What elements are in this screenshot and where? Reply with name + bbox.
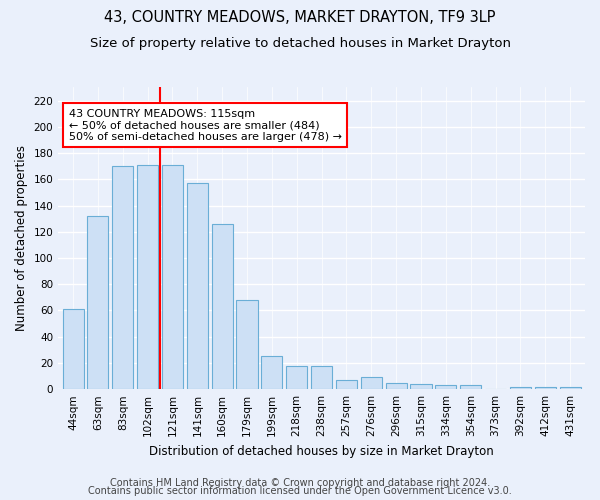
Bar <box>187 184 208 389</box>
Bar <box>286 366 307 389</box>
Bar <box>386 382 407 389</box>
Text: Size of property relative to detached houses in Market Drayton: Size of property relative to detached ho… <box>89 38 511 51</box>
Bar <box>137 165 158 389</box>
Bar <box>410 384 431 389</box>
Bar <box>460 385 481 389</box>
Bar <box>311 366 332 389</box>
X-axis label: Distribution of detached houses by size in Market Drayton: Distribution of detached houses by size … <box>149 444 494 458</box>
Bar <box>162 165 183 389</box>
Text: Contains HM Land Registry data © Crown copyright and database right 2024.: Contains HM Land Registry data © Crown c… <box>110 478 490 488</box>
Bar <box>560 386 581 389</box>
Bar <box>88 216 109 389</box>
Bar <box>336 380 357 389</box>
Bar <box>361 378 382 389</box>
Bar <box>212 224 233 389</box>
Bar <box>535 386 556 389</box>
Bar <box>236 300 257 389</box>
Text: 43 COUNTRY MEADOWS: 115sqm
← 50% of detached houses are smaller (484)
50% of sem: 43 COUNTRY MEADOWS: 115sqm ← 50% of deta… <box>69 108 342 142</box>
Bar <box>62 309 83 389</box>
Bar <box>435 385 457 389</box>
Text: Contains public sector information licensed under the Open Government Licence v3: Contains public sector information licen… <box>88 486 512 496</box>
Bar <box>262 356 283 389</box>
Text: 43, COUNTRY MEADOWS, MARKET DRAYTON, TF9 3LP: 43, COUNTRY MEADOWS, MARKET DRAYTON, TF9… <box>104 10 496 25</box>
Bar <box>510 386 531 389</box>
Bar <box>112 166 133 389</box>
Y-axis label: Number of detached properties: Number of detached properties <box>15 146 28 332</box>
